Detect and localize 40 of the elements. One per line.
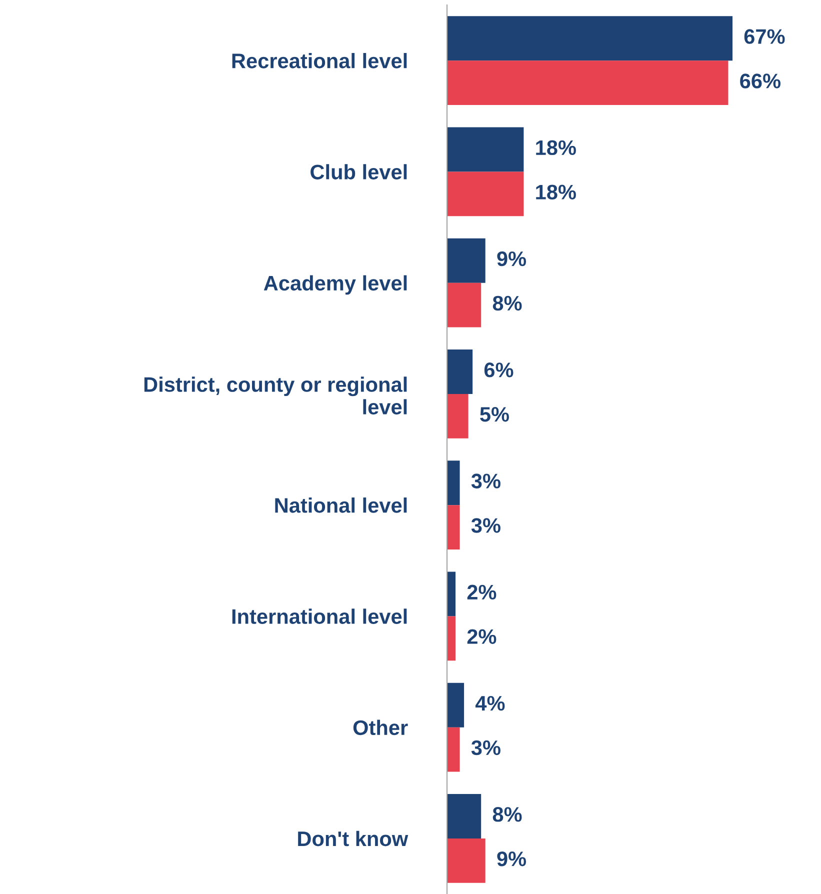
bar	[447, 282, 482, 328]
data-label: 3%	[471, 518, 500, 533]
data-label: 8%	[492, 807, 522, 822]
data-label: 4%	[475, 696, 505, 711]
y-tick-label: International level	[232, 608, 407, 624]
data-label: 3%	[471, 740, 500, 756]
data-label: 9%	[497, 852, 526, 866]
data-label: 3%	[471, 474, 500, 488]
bar	[447, 794, 482, 838]
y-tick-label: Don't know	[298, 830, 408, 846]
bar	[447, 16, 732, 61]
bar	[447, 460, 460, 506]
data-label: 18%	[536, 184, 576, 200]
y-tick-label: Other	[353, 720, 408, 736]
data-label: 6%	[484, 362, 514, 378]
bar	[447, 127, 524, 172]
y-tick-label: Recreational level	[232, 53, 407, 68]
data-label: 2%	[467, 584, 496, 600]
data-label: 5%	[480, 407, 509, 422]
data-label: 67%	[744, 29, 785, 44]
bar	[447, 616, 456, 661]
data-label: 8%	[492, 296, 522, 311]
data-label: 18%	[536, 140, 576, 156]
bar	[447, 572, 456, 616]
bar	[447, 172, 524, 216]
bar	[447, 349, 473, 394]
data-label: 9%	[497, 251, 526, 266]
bar	[447, 238, 486, 283]
data-label: 2%	[467, 629, 496, 644]
bar	[447, 838, 486, 883]
bar	[447, 394, 468, 438]
bar	[447, 727, 460, 772]
y-tick-label: District, county or regional level	[144, 376, 407, 414]
y-tick-label: Club level	[310, 164, 407, 180]
data-label: 66%	[740, 74, 780, 88]
y-tick-label: National level	[275, 498, 407, 513]
y-tick-label: Academy level	[264, 275, 407, 295]
bar	[447, 60, 728, 106]
bar	[447, 682, 464, 728]
bar	[447, 505, 460, 550]
